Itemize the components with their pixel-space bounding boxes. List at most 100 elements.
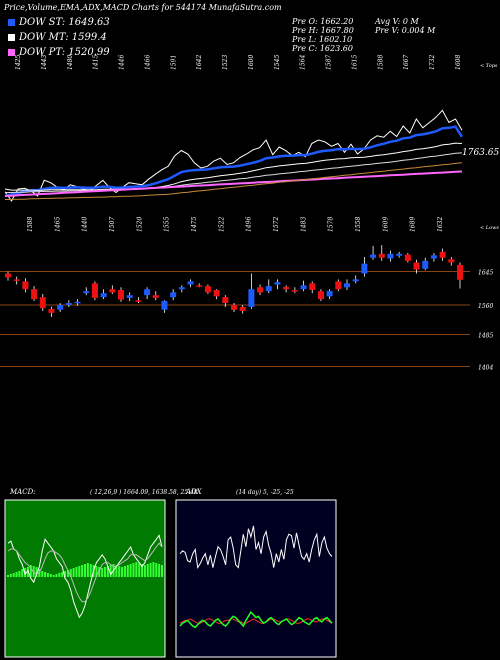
candle-down: [439, 251, 446, 258]
macd-histogram-bar: [98, 567, 101, 577]
candle-down: [196, 285, 203, 287]
legend-swatch: [8, 49, 15, 56]
candle-up: [265, 286, 272, 292]
candle-down: [91, 283, 98, 298]
candle-down: [448, 259, 455, 263]
legend-label: DOW ST: 1649.63: [19, 17, 110, 28]
legend-item: DOW PT: 1520.99: [8, 47, 110, 58]
macd-histogram-bar: [41, 571, 44, 577]
macd-histogram-bar: [32, 566, 35, 577]
candle-up: [361, 263, 368, 274]
price-level-label: 1404: [478, 364, 493, 371]
candle-down: [317, 291, 324, 300]
macd-histogram-bar: [12, 573, 15, 577]
candle-up: [248, 289, 255, 307]
macd-histogram-bar: [115, 565, 118, 577]
macd-histogram-bar: [121, 567, 124, 577]
candle-up: [274, 282, 281, 285]
candle-down: [22, 281, 29, 290]
candle-down: [39, 297, 46, 309]
low-tick-label: 1609: [382, 217, 389, 232]
candle-down: [378, 253, 385, 258]
candle-up: [396, 253, 403, 256]
low-tick-label: 1465: [54, 217, 61, 232]
top-tick-label: 1425: [15, 55, 22, 70]
candle-down: [135, 300, 142, 302]
top-tick-label: 1446: [119, 55, 126, 70]
macd-histogram-bar: [161, 565, 163, 577]
legend-label: DOW PT: 1520.99: [19, 47, 110, 58]
candle-down: [413, 262, 420, 270]
legend-item: DOW ST: 1649.63: [8, 17, 110, 28]
top-tick-label: 1466: [144, 55, 151, 70]
top-tick-label: 1545: [274, 55, 281, 70]
ema-line: [5, 152, 463, 193]
stat-prev: Pre H: 1667.80: [292, 26, 354, 35]
low-tick-label: 1558: [355, 217, 362, 232]
top-tick-label: 1443: [41, 55, 48, 70]
macd-histogram-bar: [126, 565, 129, 577]
macd-histogram-bar: [103, 567, 106, 577]
macd-histogram-bar: [101, 568, 104, 577]
stat-prev: Pre C: 1623.60: [292, 44, 353, 53]
macd-histogram-bar: [135, 562, 138, 577]
macd-histogram-bar: [86, 563, 89, 577]
stat-volume: Avg V: 0 M: [375, 17, 419, 26]
adx-values: (14 day) 5, -25, -25: [236, 489, 294, 496]
macd-histogram-bar: [66, 570, 69, 577]
macd-panel-bg: [4, 499, 166, 658]
top-tick-label: 1642: [196, 55, 203, 70]
candle-down: [283, 286, 290, 290]
low-tick-label: 1483: [300, 217, 307, 232]
macd-histogram-bar: [109, 565, 112, 577]
macd-histogram-bar: [35, 567, 38, 577]
adx-panel-bg: [175, 499, 337, 658]
top-tick-label: 1600: [248, 55, 255, 70]
macd-histogram-bar: [78, 566, 81, 577]
top-tick-label: 1732: [429, 55, 436, 70]
ema-line: [4, 170, 463, 197]
candle-up: [422, 260, 429, 269]
adx-line: [179, 525, 333, 570]
candle-up: [57, 305, 64, 310]
candle-up: [100, 293, 107, 298]
candle-up: [161, 301, 168, 310]
macd-line: [7, 542, 163, 603]
candle-up: [326, 290, 333, 297]
macd-histogram-bar: [44, 572, 47, 577]
candle-down: [291, 290, 298, 292]
macd-histogram-bar: [129, 564, 132, 577]
macd-histogram-bar: [146, 564, 149, 577]
candle-up: [74, 301, 81, 304]
top-tick-label: 1667: [403, 55, 410, 70]
chart-title: Price,Volume,EMA,ADX,MACD Charts for 544…: [4, 3, 282, 12]
candle-down: [257, 287, 264, 293]
candle-up: [83, 291, 90, 294]
candle-up: [352, 279, 359, 282]
low-tick-label: 1440: [82, 217, 89, 232]
legend-label: DOW MT: 1599.4: [19, 32, 107, 43]
macd-histogram-bar: [123, 566, 126, 577]
macd-histogram-bar: [9, 574, 12, 577]
macd-histogram-bar: [75, 567, 78, 577]
low-tick-label: 1507: [109, 217, 116, 232]
price-level-label: 1645: [478, 270, 493, 277]
macd-histogram-bar: [95, 566, 98, 577]
ema-price-label: 1763.65: [462, 148, 499, 158]
top-tick-label: 1587: [326, 55, 333, 70]
macd-histogram-bar: [118, 566, 121, 577]
ema-line: [4, 125, 464, 198]
low-tick-label: 1588: [27, 217, 34, 232]
macd-histogram-bar: [49, 574, 52, 577]
macd-histogram-bar: [72, 568, 75, 577]
macd-histogram-bar: [141, 564, 144, 577]
candle-down: [309, 283, 316, 291]
macd-histogram-bar: [55, 574, 58, 577]
macd-histogram-bar: [52, 575, 55, 577]
price-level-label: 1560: [478, 303, 493, 310]
macd-histogram-bar: [69, 569, 72, 577]
low-tick-label: 1572: [273, 217, 280, 232]
macd-histogram-bar: [7, 575, 9, 577]
macd-histogram-bar: [89, 564, 92, 577]
macd-histogram-bar: [64, 571, 67, 577]
